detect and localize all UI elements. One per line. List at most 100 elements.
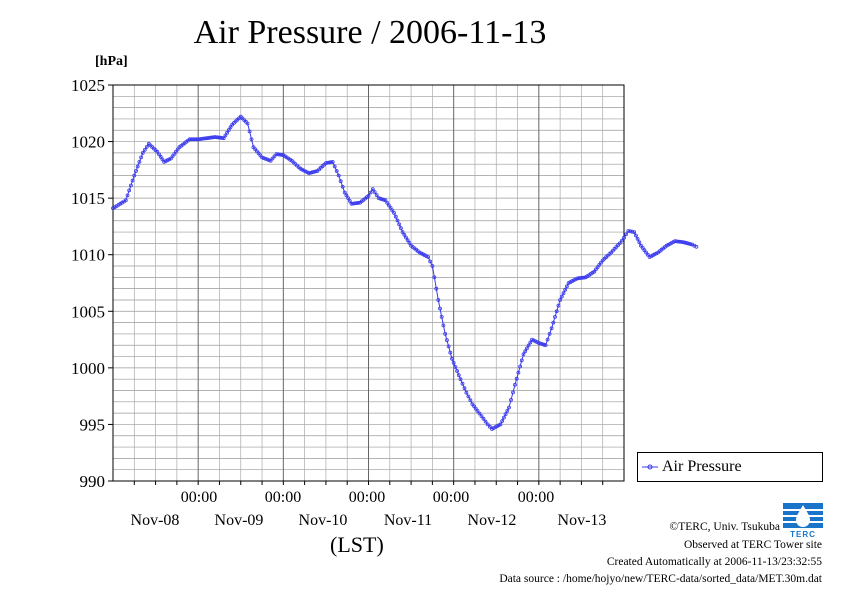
data-point bbox=[378, 196, 383, 201]
data-point bbox=[247, 129, 252, 134]
data-point bbox=[680, 240, 684, 244]
data-point bbox=[458, 377, 463, 382]
data-point bbox=[204, 136, 209, 141]
data-point bbox=[385, 200, 390, 205]
data-point bbox=[221, 136, 226, 141]
data-point bbox=[203, 136, 207, 141]
data-point bbox=[620, 238, 624, 243]
data-point bbox=[563, 287, 568, 292]
data-point bbox=[505, 408, 510, 413]
data-point bbox=[404, 235, 408, 240]
data-point bbox=[507, 405, 511, 410]
data-point bbox=[686, 241, 691, 246]
data-point bbox=[637, 240, 642, 245]
y-tick-label: 1020 bbox=[71, 133, 105, 152]
data-point bbox=[540, 342, 545, 347]
data-point bbox=[402, 232, 407, 237]
data-point bbox=[455, 369, 460, 373]
data-point bbox=[368, 190, 373, 195]
data-point bbox=[199, 136, 204, 141]
data-point bbox=[622, 235, 626, 240]
data-point bbox=[220, 136, 224, 140]
data-point bbox=[216, 135, 221, 140]
data-point bbox=[388, 205, 393, 210]
data-point bbox=[135, 164, 140, 169]
data-point bbox=[453, 365, 458, 369]
data-point bbox=[673, 239, 677, 244]
data-point bbox=[513, 382, 517, 387]
x-tick-time-4: 00:00 bbox=[517, 489, 555, 506]
data-point bbox=[218, 135, 223, 140]
data-point bbox=[549, 326, 554, 331]
data-point bbox=[187, 137, 192, 142]
y-tick-label: 990 bbox=[80, 472, 106, 491]
data-point bbox=[632, 230, 637, 235]
data-point bbox=[392, 210, 396, 215]
data-point bbox=[329, 160, 333, 165]
data-point bbox=[393, 214, 398, 219]
observed-text: Observed at TERC Tower site bbox=[683, 539, 822, 551]
data-point bbox=[450, 356, 454, 361]
data-point bbox=[438, 306, 442, 311]
data-point bbox=[405, 238, 410, 243]
data-point bbox=[479, 414, 484, 419]
data-point bbox=[332, 164, 337, 169]
legend: Air Pressure bbox=[637, 452, 823, 482]
series-line-air-pressure bbox=[112, 116, 697, 430]
data-point bbox=[142, 147, 147, 152]
y-tick-label: 1025 bbox=[71, 76, 105, 95]
data-point bbox=[434, 286, 439, 291]
data-point bbox=[346, 196, 351, 201]
data-point bbox=[426, 255, 431, 259]
data-point bbox=[160, 157, 165, 162]
data-point bbox=[194, 137, 199, 142]
data-point bbox=[556, 303, 561, 308]
data-point bbox=[213, 135, 218, 139]
data-point bbox=[372, 190, 377, 195]
x-tick-date-1: Nov-09 bbox=[214, 512, 264, 529]
data-point bbox=[308, 170, 313, 175]
data-point bbox=[338, 179, 343, 184]
data-point bbox=[340, 184, 345, 189]
data-point bbox=[430, 264, 435, 268]
data-point bbox=[678, 239, 683, 244]
data-point bbox=[432, 275, 437, 280]
chart-title: Air Pressure / 2006-11-13 bbox=[193, 14, 547, 51]
data-point bbox=[272, 154, 277, 159]
data-point bbox=[347, 199, 352, 203]
data-point bbox=[443, 331, 448, 336]
y-tick-label: 995 bbox=[80, 415, 106, 434]
data-point bbox=[630, 229, 635, 234]
data-point bbox=[226, 128, 231, 132]
data-point bbox=[516, 370, 521, 375]
x-tick-date-4: Nov-12 bbox=[467, 512, 517, 529]
data-point bbox=[327, 160, 332, 165]
data-point bbox=[634, 233, 638, 238]
data-point bbox=[554, 309, 559, 314]
data-point bbox=[509, 397, 513, 402]
data-point bbox=[553, 314, 557, 319]
data-point bbox=[436, 298, 441, 302]
data-point bbox=[398, 226, 403, 231]
data-point bbox=[501, 415, 506, 420]
data-point bbox=[270, 156, 275, 161]
data-point bbox=[561, 291, 566, 296]
data-point bbox=[277, 152, 282, 157]
data-point bbox=[526, 343, 531, 348]
data-point bbox=[487, 424, 492, 429]
data-point bbox=[559, 294, 564, 299]
x-tick-time-3: 00:00 bbox=[432, 489, 470, 506]
data-point bbox=[519, 358, 524, 363]
logo-text: TERC bbox=[790, 530, 816, 539]
data-point bbox=[428, 259, 433, 264]
data-point bbox=[577, 276, 581, 281]
x-tick-date-5: Nov-13 bbox=[557, 512, 607, 529]
data-point bbox=[523, 349, 528, 354]
data-point bbox=[444, 338, 449, 343]
x-tick-time-0: 00:00 bbox=[180, 489, 218, 506]
data-point bbox=[551, 320, 556, 325]
data-point bbox=[626, 229, 631, 233]
data-point bbox=[674, 239, 679, 244]
data-point bbox=[565, 284, 569, 289]
x-tick-date-3: Nov-11 bbox=[383, 512, 433, 529]
